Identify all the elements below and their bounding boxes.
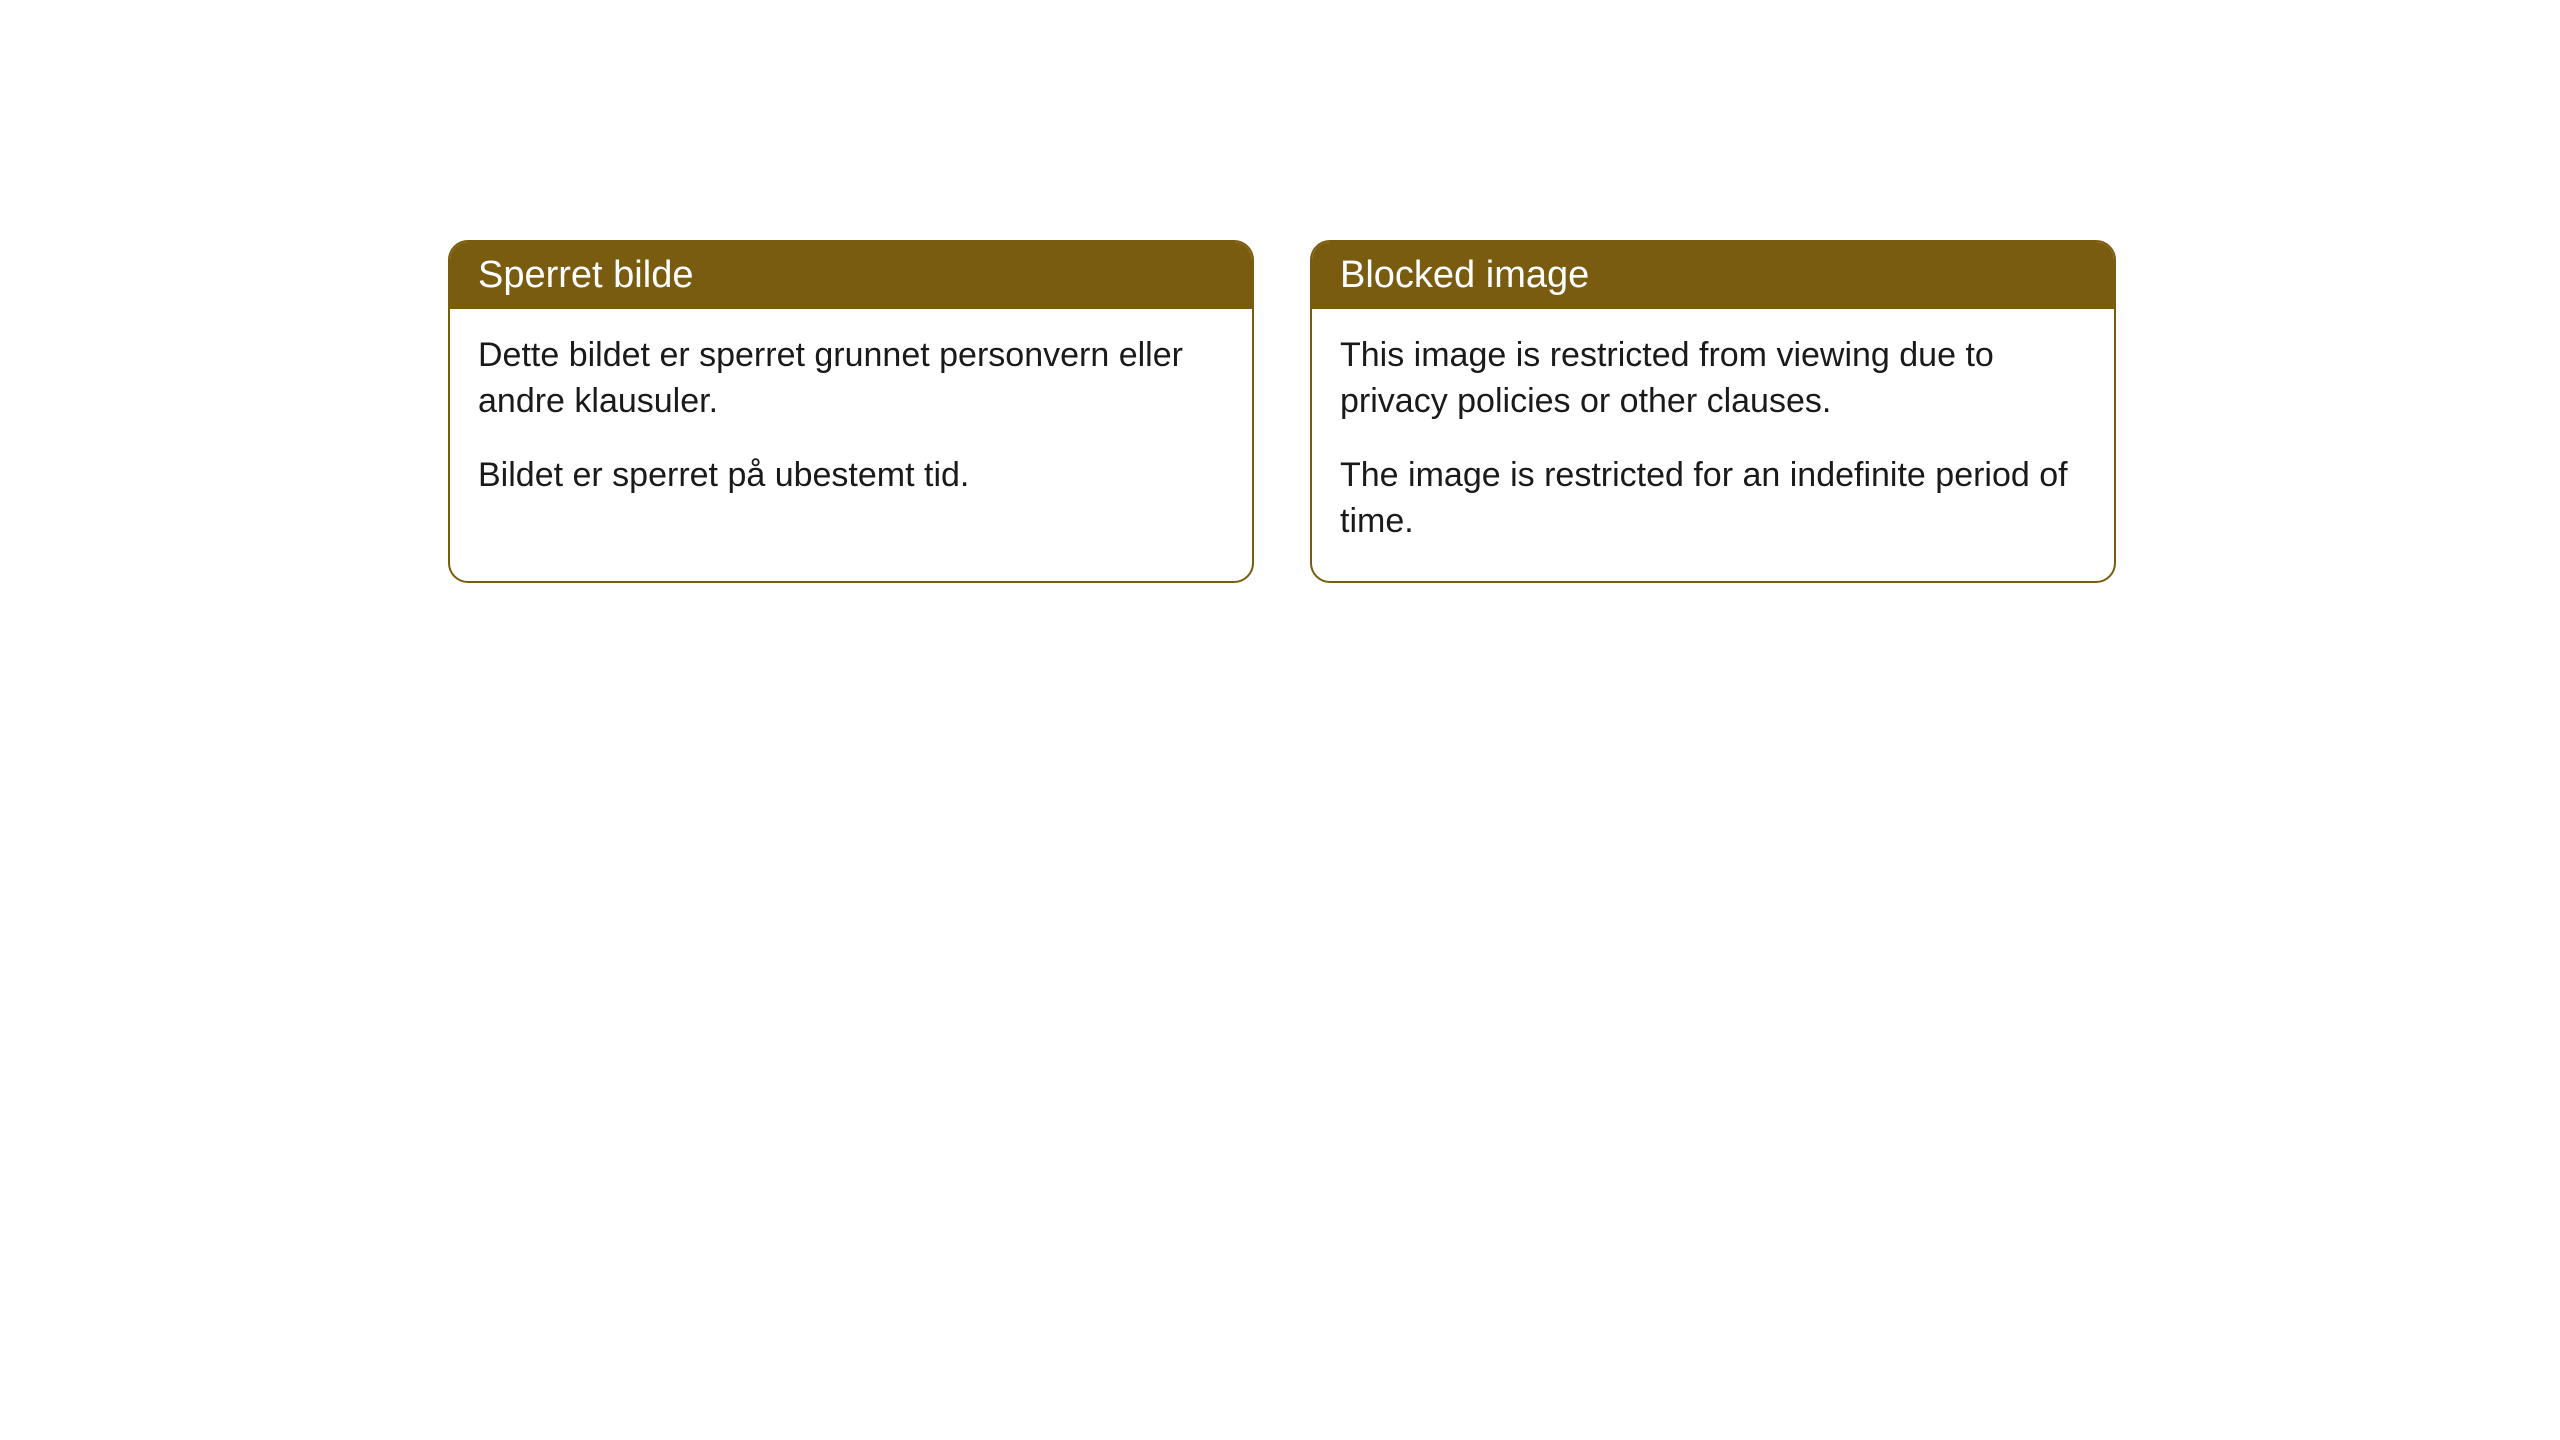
- notice-header-norwegian: Sperret bilde: [450, 242, 1252, 309]
- notice-paragraph: The image is restricted for an indefinit…: [1340, 453, 2086, 545]
- notice-body-english: This image is restricted from viewing du…: [1312, 309, 2114, 581]
- notice-body-norwegian: Dette bildet er sperret grunnet personve…: [450, 309, 1252, 535]
- notice-card-english: Blocked image This image is restricted f…: [1310, 240, 2116, 583]
- notice-card-norwegian: Sperret bilde Dette bildet er sperret gr…: [448, 240, 1254, 583]
- notice-container: Sperret bilde Dette bildet er sperret gr…: [0, 0, 2560, 583]
- notice-paragraph: Bildet er sperret på ubestemt tid.: [478, 453, 1224, 499]
- notice-paragraph: This image is restricted from viewing du…: [1340, 333, 2086, 425]
- notice-header-english: Blocked image: [1312, 242, 2114, 309]
- notice-paragraph: Dette bildet er sperret grunnet personve…: [478, 333, 1224, 425]
